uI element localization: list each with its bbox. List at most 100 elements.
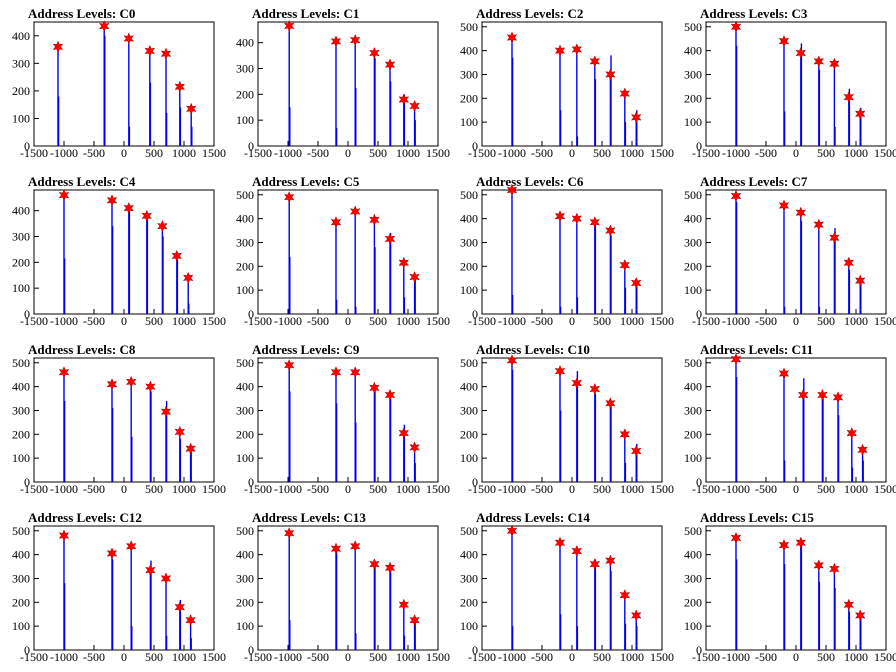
x-tick-label: -1000: [274, 146, 302, 160]
plot-frame: [257, 357, 439, 483]
x-tick-label: -500: [755, 314, 777, 328]
x-tick-label: -1000: [722, 482, 750, 496]
x-tick-label: 0: [345, 146, 351, 160]
x-tick-label: -1500: [692, 650, 720, 664]
peak-marker: [778, 538, 790, 552]
y-tick-label: 200: [12, 595, 30, 609]
y-tick-label: 100: [236, 451, 254, 465]
y-tick-label: 0: [696, 643, 702, 657]
x-tick-label: -1000: [50, 650, 78, 664]
x-tick-label: -1000: [274, 650, 302, 664]
x-tick-label: 500: [145, 650, 163, 664]
x-tick-label: 0: [121, 482, 127, 496]
y-tick-label: 500: [460, 356, 478, 370]
peak-marker: [157, 219, 168, 233]
chart-plot: 0 100 200 300 400 -1500 -1000 -500 0 500 1000 1500: [12, 19, 226, 160]
x-tick-label: 1500: [874, 482, 896, 496]
peak-marker: [160, 405, 172, 418]
y-tick-label: 200: [460, 427, 478, 441]
peak-marker: [589, 55, 601, 68]
x-tick-label: -1000: [722, 650, 750, 664]
x-tick-label: 1500: [426, 314, 450, 328]
peak-marker: [384, 58, 396, 71]
peak-marker: [98, 19, 110, 33]
peak-marker: [795, 206, 807, 219]
chart-panel: Address Levels: C1 0 100 200 300 400 -1500 -100…: [224, 0, 450, 168]
x-tick-label: 500: [145, 314, 163, 328]
x-tick-label: 1000: [620, 482, 644, 496]
x-tick-label: 1000: [844, 482, 868, 496]
y-tick-label: 500: [236, 188, 254, 202]
peak-marker: [506, 354, 518, 367]
y-tick-label: 400: [12, 204, 30, 218]
chart-plot: 0 100 200 300 400 500 -1500 -1000 -500 0 500 1000 15…: [684, 353, 896, 496]
y-tick-label: 500: [684, 20, 702, 34]
peak-marker: [145, 380, 156, 393]
y-tick-label: 100: [12, 619, 30, 633]
peak-marker: [144, 44, 156, 58]
peak-marker: [854, 274, 866, 287]
peak-marker: [778, 34, 790, 48]
y-tick-label: 400: [236, 212, 254, 226]
x-tick-label: 500: [593, 650, 611, 664]
chart-plot: 0 100 200 300 400 500 -1500 -1000 -500 0 500 1000 15…: [236, 524, 450, 664]
chart-title: Address Levels: C9: [252, 342, 360, 357]
peak-marker: [589, 216, 601, 229]
x-tick-label: 1000: [172, 650, 196, 664]
peak-marker: [605, 224, 616, 237]
x-tick-label: -1000: [498, 650, 526, 664]
y-tick-label: 0: [248, 139, 254, 153]
peak-marker: [369, 213, 380, 226]
chart-plot: 0 100 200 300 400 500 -1500 -1000 -500 0 500 1000 15…: [460, 20, 674, 160]
x-tick-label: 1500: [202, 146, 226, 160]
chart-panel: Address Levels: C0 0 100 200 300 400 -1500 -100…: [0, 0, 226, 168]
x-tick-label: -500: [531, 314, 553, 328]
peak-marker: [630, 111, 642, 124]
chart-panel: Address Levels: C5 0 100 200 300 400 500 -1500-…: [224, 168, 450, 336]
y-tick-label: 400: [12, 548, 30, 562]
y-tick-label: 400: [684, 44, 702, 58]
x-tick-label: -1000: [50, 482, 78, 496]
peak-marker: [283, 358, 295, 372]
y-tick-label: 500: [12, 524, 30, 538]
y-tick-label: 500: [12, 356, 30, 370]
peak-marker: [846, 426, 858, 440]
chart-plot: 0 100 200 300 400 500 -1500 -1000 -500 0 500 1000 15…: [684, 188, 896, 328]
peak-marker: [730, 20, 742, 33]
x-tick-label: 500: [593, 314, 611, 328]
peak-marker: [605, 554, 616, 567]
x-tick-label: -500: [531, 146, 553, 160]
y-tick-label: 200: [460, 595, 478, 609]
peak-marker: [398, 256, 410, 269]
x-tick-label: -1000: [722, 146, 750, 160]
y-tick-label: 0: [24, 643, 30, 657]
x-tick-label: -500: [307, 146, 329, 160]
chart-panel: Address Levels: C14 0 100 200 300 400 500 -1500…: [448, 504, 674, 672]
y-tick-label: 300: [684, 571, 702, 585]
peak-marker: [571, 376, 583, 390]
peak-marker: [125, 540, 137, 553]
x-tick-label: 0: [345, 482, 351, 496]
peak-marker: [829, 562, 840, 576]
plot-frame: [33, 21, 215, 147]
x-tick-label: -1000: [498, 314, 526, 328]
y-tick-label: 300: [236, 235, 254, 249]
x-tick-label: 1000: [620, 314, 644, 328]
plot-frame: [481, 525, 663, 651]
y-tick-label: 0: [472, 307, 478, 321]
chart-panel: Address Levels: C6 0 100 200 300 400 500 -1500-…: [448, 168, 674, 336]
peak-marker: [330, 35, 342, 48]
y-tick-label: 400: [684, 548, 702, 562]
plot-frame: [33, 189, 215, 315]
peak-marker: [409, 99, 420, 113]
peak-marker: [369, 46, 380, 60]
peak-marker: [58, 366, 70, 379]
chart-title: Address Levels: C15: [700, 510, 814, 525]
peak-marker: [630, 609, 642, 622]
chart-title: Address Levels: C0: [28, 6, 136, 21]
y-tick-label: 0: [248, 307, 254, 321]
x-tick-label: 1000: [844, 650, 868, 664]
chart-title: Address Levels: C4: [28, 174, 136, 189]
peak-marker: [185, 614, 196, 627]
chart-panel: Address Levels: C7 0 100 200 300 400 500 -1500-…: [672, 168, 896, 336]
